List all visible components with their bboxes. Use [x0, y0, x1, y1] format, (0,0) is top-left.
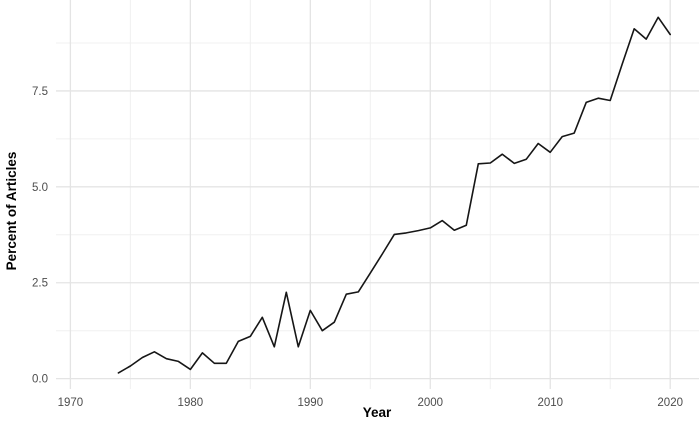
x-tick-label: 1970: [58, 397, 84, 409]
x-tick-label: 2000: [417, 397, 443, 409]
minor-gridlines: [56, 0, 699, 389]
y-tick-label: 0.0: [32, 374, 48, 386]
y-axis-tick-labels: 0.0 2.5 5.0 7.5: [32, 86, 48, 386]
major-gridlines: [56, 0, 699, 389]
y-tick-label: 2.5: [32, 278, 48, 290]
x-tick-label: 1980: [178, 397, 204, 409]
x-tick-label: 2020: [657, 397, 683, 409]
y-axis-title: Percent of Articles: [4, 152, 19, 271]
x-tick-label: 2010: [537, 397, 563, 409]
y-tick-label: 7.5: [32, 86, 48, 98]
x-axis-tick-labels: 1970 1980 1990 2000 2010 2020: [58, 397, 683, 409]
x-tick-label: 1990: [298, 397, 324, 409]
data-line: [117, 16, 671, 374]
y-tick-label: 5.0: [32, 182, 48, 194]
x-axis-title: Year: [363, 405, 392, 420]
